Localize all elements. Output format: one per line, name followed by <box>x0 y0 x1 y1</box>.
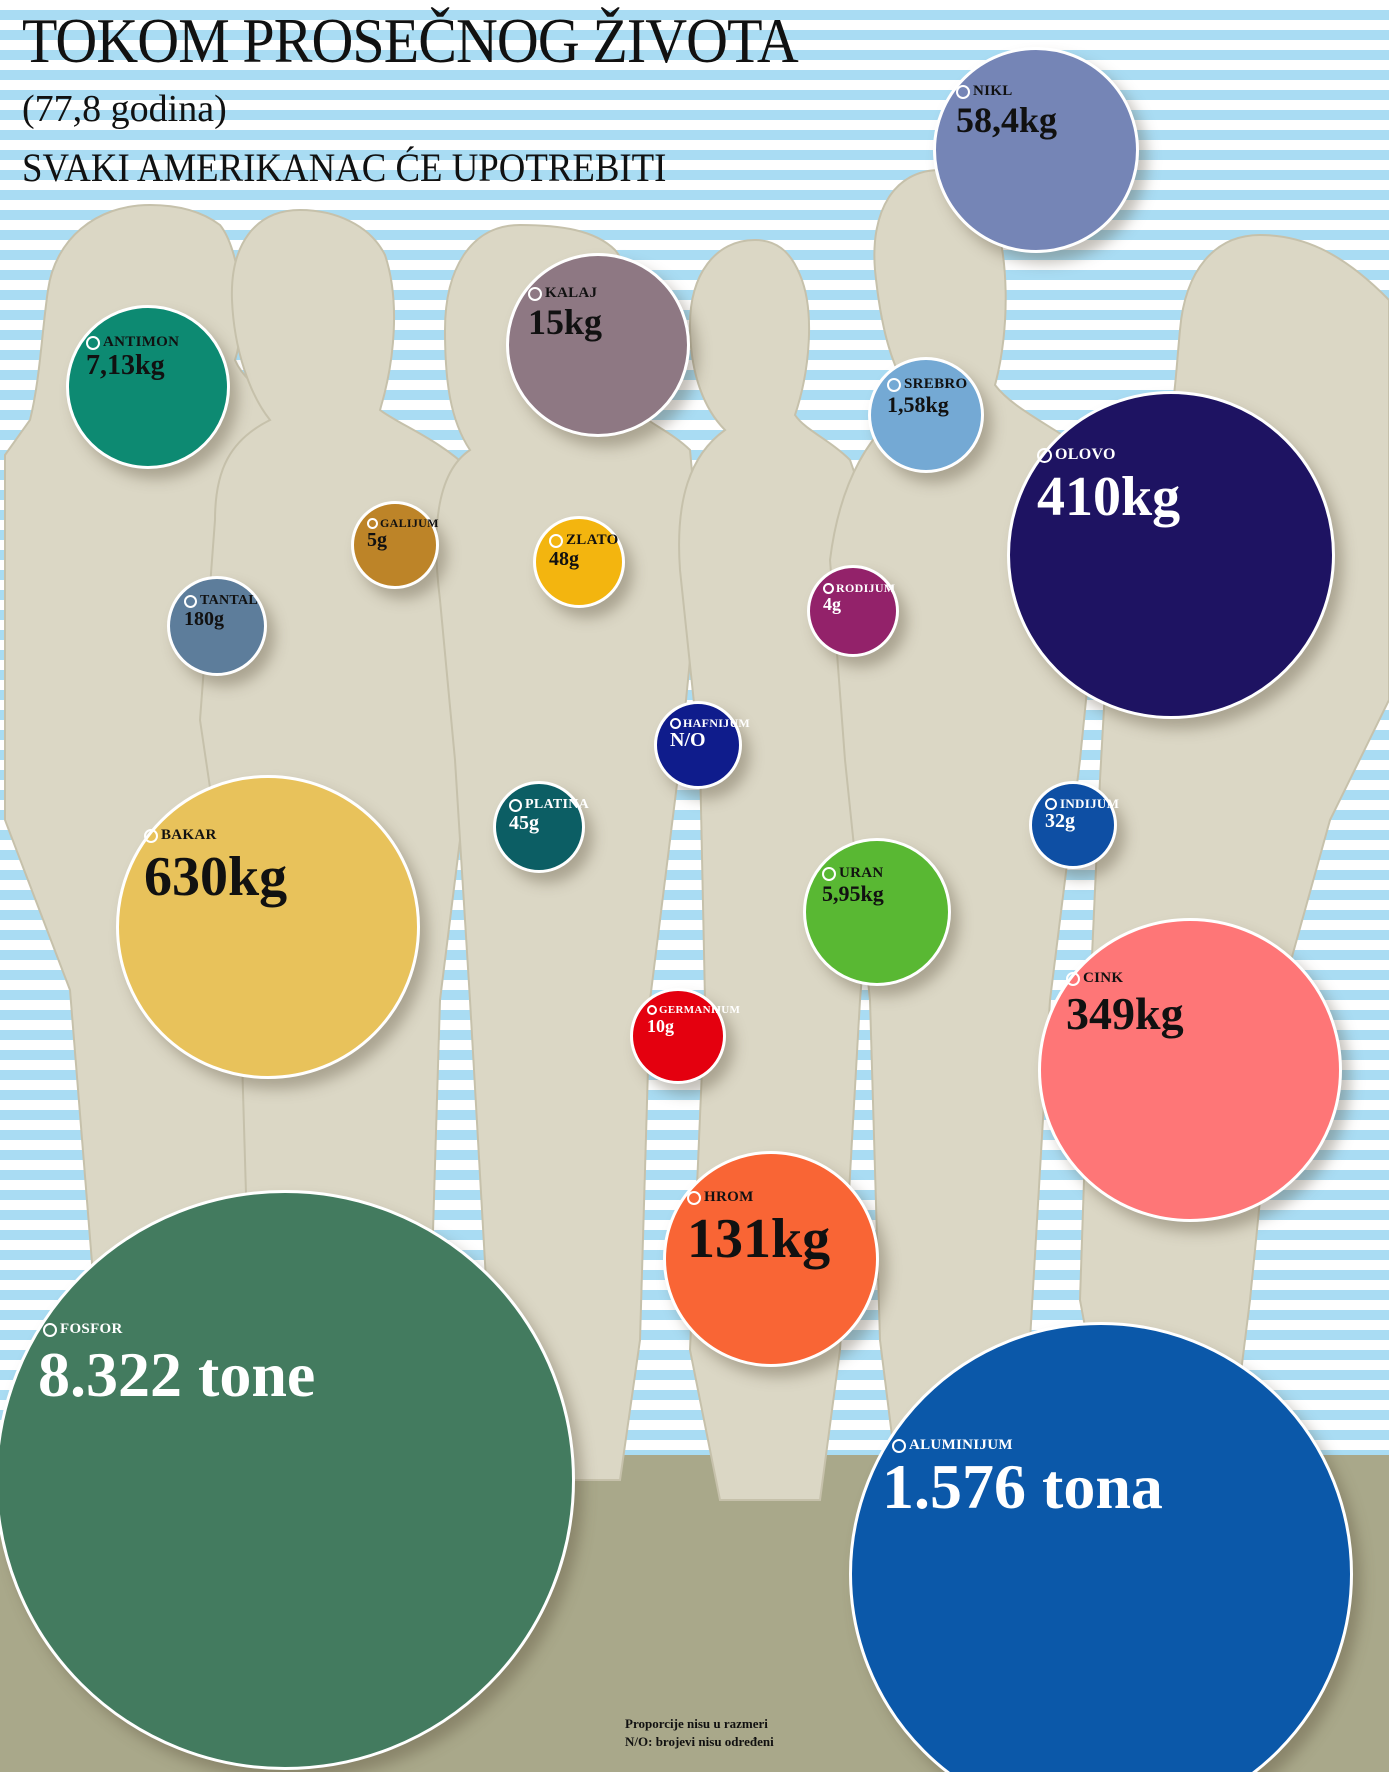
element-bubble-aluminijum: ALUMINIJUM 1.576 tona <box>849 1322 1353 1772</box>
element-bubble-kalaj: KALAJ 15kg <box>506 253 690 437</box>
circle-marker-icon <box>670 718 681 729</box>
circle-marker-icon <box>956 84 970 99</box>
element-bubble-antimon: ANTIMON 7,13kg <box>66 305 230 469</box>
element-amount: 349kg <box>1066 988 1184 1039</box>
circle-marker-icon <box>43 1322 57 1337</box>
element-name: PLATINA <box>525 797 590 812</box>
element-name: OLOVO <box>1055 446 1116 463</box>
circle-marker-icon <box>1037 447 1052 463</box>
element-amount: 58,4kg <box>956 100 1058 140</box>
element-amount: 45g <box>509 812 539 834</box>
element-amount: 8.322 tone <box>38 1339 316 1410</box>
element-amount: 180g <box>184 608 224 630</box>
element-bubble-zlato: ZLATO 48g <box>533 516 625 608</box>
circle-marker-icon <box>822 866 836 881</box>
circle-marker-icon <box>528 286 542 301</box>
page-title: TOKOM PROSEČNOG ŽIVOTA <box>22 6 799 76</box>
element-bubble-rodijum: RODIJUM 4g <box>807 565 899 657</box>
element-bubble-platina: PLATINA 45g <box>493 781 589 873</box>
circle-marker-icon <box>647 1005 657 1015</box>
element-amount: 10g <box>647 1016 674 1036</box>
element-amount: 15kg <box>528 302 603 342</box>
element-amount: 5g <box>367 529 387 551</box>
element-name: BAKAR <box>161 827 217 843</box>
circle-marker-icon <box>892 1438 906 1453</box>
element-amount: N/O <box>670 729 706 751</box>
circle-marker-icon <box>823 583 834 594</box>
page-tagline: SVAKI AMERIKANAC ĆE UPOTREBITI <box>22 145 667 190</box>
element-name: KALAJ <box>545 285 598 301</box>
element-amount: 1,58kg <box>887 392 949 417</box>
element-bubble-hrom: HROM 131kg <box>663 1151 879 1367</box>
element-amount: 4g <box>823 594 841 614</box>
element-bubble-olovo: OLOVO 410kg <box>1007 391 1335 719</box>
circle-marker-icon <box>144 828 158 843</box>
element-bubble-tantal: TANTAL 180g <box>167 576 267 676</box>
element-amount: 5,95kg <box>822 881 884 906</box>
element-name: CINK <box>1083 970 1124 986</box>
element-name: ANTIMON <box>103 334 180 350</box>
element-name: GERMANIJUM <box>659 1004 741 1016</box>
element-bubble-nikl: NIKL 58,4kg <box>933 47 1139 253</box>
element-bubble-cink: CINK 349kg <box>1038 918 1342 1222</box>
element-name: URAN <box>839 865 884 881</box>
circle-marker-icon <box>887 377 901 392</box>
element-amount: 48g <box>549 548 579 570</box>
element-name: INDIJUM <box>1060 796 1120 811</box>
element-bubble-galijum: GALIJUM 5g <box>351 501 439 589</box>
element-name: FOSFOR <box>60 1321 123 1337</box>
page-subtitle: (77,8 godina) <box>22 88 227 130</box>
element-name: SREBRO <box>904 376 968 392</box>
element-name: NIKL <box>973 83 1013 99</box>
element-bubble-germanijum: GERMANIJUM 10g <box>630 988 740 1084</box>
circle-marker-icon <box>367 518 378 529</box>
element-bubble-uran: URAN 5,95kg <box>803 838 951 986</box>
element-bubble-hafnijum: HAFNIJUM N/O <box>654 701 750 789</box>
circle-marker-icon <box>1045 798 1057 810</box>
element-name: GALIJUM <box>380 516 439 530</box>
circle-marker-icon <box>184 594 197 608</box>
circle-marker-icon <box>549 533 563 548</box>
circle-marker-icon <box>1066 971 1080 986</box>
element-bubble-bakar: BAKAR 630kg <box>116 775 420 1079</box>
element-name: ALUMINIJUM <box>909 1437 1013 1453</box>
element-amount: 32g <box>1045 810 1075 832</box>
footnote-na: N/O: brojevi nisu određeni <box>625 1734 774 1749</box>
circle-marker-icon <box>687 1190 701 1205</box>
element-amount: 1.576 tona <box>882 1451 1163 1522</box>
element-name: HAFNIJUM <box>683 716 751 730</box>
circle-marker-icon <box>86 335 100 350</box>
element-name: TANTAL <box>200 593 259 608</box>
footnote-scale: Proporcije nisu u razmeri <box>625 1716 768 1731</box>
element-amount: 410kg <box>1037 466 1181 528</box>
element-name: HROM <box>704 1189 754 1205</box>
element-bubble-srebro: SREBRO 1,58kg <box>868 357 984 473</box>
element-bubble-fosfor: FOSFOR 8.322 tone <box>0 1190 575 1770</box>
element-name: RODIJUM <box>836 581 896 595</box>
element-amount: 7,13kg <box>86 350 165 381</box>
element-amount: 630kg <box>144 846 288 908</box>
element-amount: 131kg <box>687 1208 831 1270</box>
circle-marker-icon <box>509 798 522 812</box>
element-bubble-indijum: INDIJUM 32g <box>1029 781 1120 869</box>
element-name: ZLATO <box>566 532 619 548</box>
